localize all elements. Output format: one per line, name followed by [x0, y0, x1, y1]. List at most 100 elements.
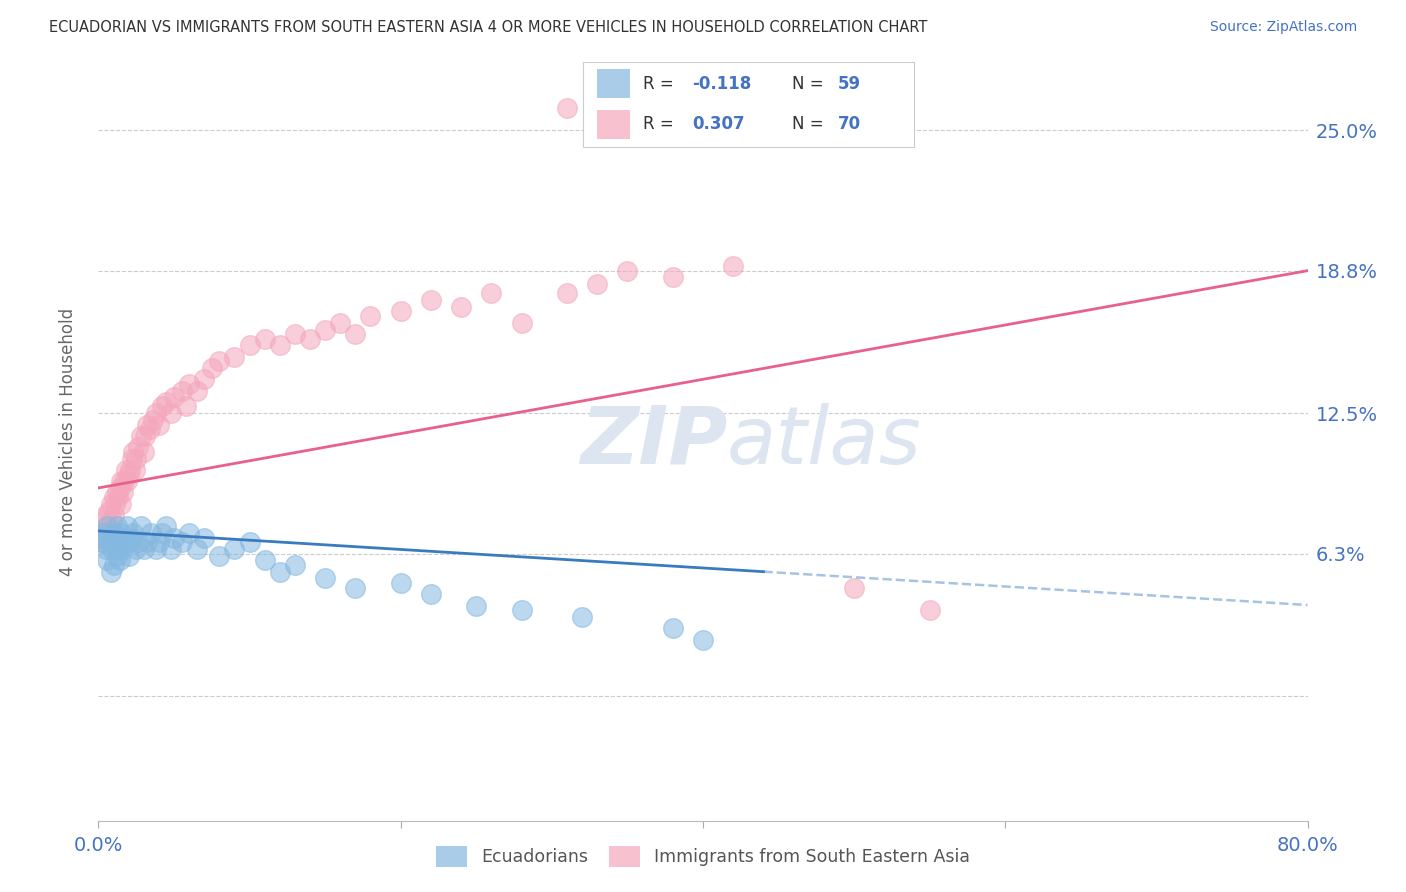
Point — [90, 531, 112, 545]
Point — [100, 531, 122, 545]
Point — [111, 542, 134, 557]
Point — [96, 553, 118, 567]
Point — [179, 376, 201, 391]
Point — [107, 542, 129, 557]
Point — [112, 531, 135, 545]
Point — [420, 587, 443, 601]
Point — [723, 259, 745, 273]
Point — [110, 526, 132, 541]
Point — [141, 526, 163, 541]
Point — [108, 481, 131, 495]
Point — [127, 440, 149, 454]
Point — [208, 354, 231, 368]
Point — [389, 304, 412, 318]
Point — [661, 270, 683, 285]
Point — [112, 474, 135, 488]
Point — [253, 332, 276, 346]
Point — [510, 603, 533, 617]
Point — [96, 519, 118, 533]
Point — [139, 422, 162, 436]
Point — [160, 406, 183, 420]
Point — [284, 558, 307, 572]
Point — [103, 490, 125, 504]
Bar — [596, 70, 630, 98]
Point — [142, 413, 165, 427]
Text: 59: 59 — [838, 75, 860, 93]
Text: 70: 70 — [838, 115, 860, 133]
Point — [132, 444, 155, 458]
Point — [121, 451, 143, 466]
Point — [111, 485, 134, 500]
Point — [360, 309, 382, 323]
Point — [239, 338, 262, 352]
Point — [844, 581, 866, 595]
Point — [103, 558, 125, 572]
Point — [163, 391, 186, 405]
Point — [93, 513, 115, 527]
Point — [208, 549, 231, 563]
Point — [186, 384, 208, 398]
Text: Source: ZipAtlas.com: Source: ZipAtlas.com — [1209, 20, 1357, 34]
Point — [160, 542, 183, 557]
Point — [135, 535, 157, 549]
Text: -0.118: -0.118 — [693, 75, 752, 93]
Point — [253, 553, 276, 567]
Point — [103, 526, 125, 541]
Point — [450, 300, 472, 314]
Point — [174, 400, 197, 414]
Point — [201, 361, 224, 376]
Point — [155, 395, 177, 409]
Point — [224, 542, 246, 557]
Point — [108, 553, 131, 567]
Text: R =: R = — [643, 75, 679, 93]
Point — [127, 535, 149, 549]
Point — [179, 526, 201, 541]
Point — [118, 549, 141, 563]
Point — [101, 542, 124, 557]
Point — [193, 531, 215, 545]
Point — [555, 286, 578, 301]
Text: ZIP: ZIP — [579, 402, 727, 481]
Point — [115, 474, 138, 488]
Point — [118, 467, 141, 482]
Point — [145, 542, 167, 557]
Point — [94, 542, 117, 557]
Point — [115, 519, 138, 533]
Point — [94, 508, 117, 522]
Point — [122, 444, 145, 458]
Point — [129, 519, 152, 533]
Point — [269, 565, 291, 579]
Point — [145, 406, 167, 420]
Point — [96, 519, 118, 533]
Point — [135, 417, 157, 432]
Point — [125, 542, 148, 557]
Point — [299, 332, 322, 346]
Point — [344, 581, 367, 595]
Point — [121, 531, 143, 545]
Point — [586, 277, 609, 292]
Point — [918, 603, 941, 617]
Point — [105, 519, 128, 533]
Point — [269, 338, 291, 352]
Point — [114, 535, 136, 549]
Point — [481, 286, 503, 301]
Text: R =: R = — [643, 115, 679, 133]
Point — [314, 322, 336, 336]
Point — [134, 429, 156, 443]
Point — [344, 326, 367, 341]
Point — [186, 542, 208, 557]
Point — [555, 101, 578, 115]
Point — [110, 474, 132, 488]
Legend: Ecuadorians, Immigrants from South Eastern Asia: Ecuadorians, Immigrants from South Easte… — [436, 847, 970, 866]
Text: ECUADORIAN VS IMMIGRANTS FROM SOUTH EASTERN ASIA 4 OR MORE VEHICLES IN HOUSEHOLD: ECUADORIAN VS IMMIGRANTS FROM SOUTH EAST… — [49, 20, 928, 35]
Text: N =: N = — [792, 75, 828, 93]
Point — [150, 400, 173, 414]
Point — [98, 535, 121, 549]
Bar — [596, 110, 630, 139]
Point — [148, 417, 170, 432]
Point — [155, 519, 177, 533]
Point — [104, 497, 127, 511]
Point — [163, 531, 186, 545]
Point — [571, 610, 593, 624]
Point — [193, 372, 215, 386]
